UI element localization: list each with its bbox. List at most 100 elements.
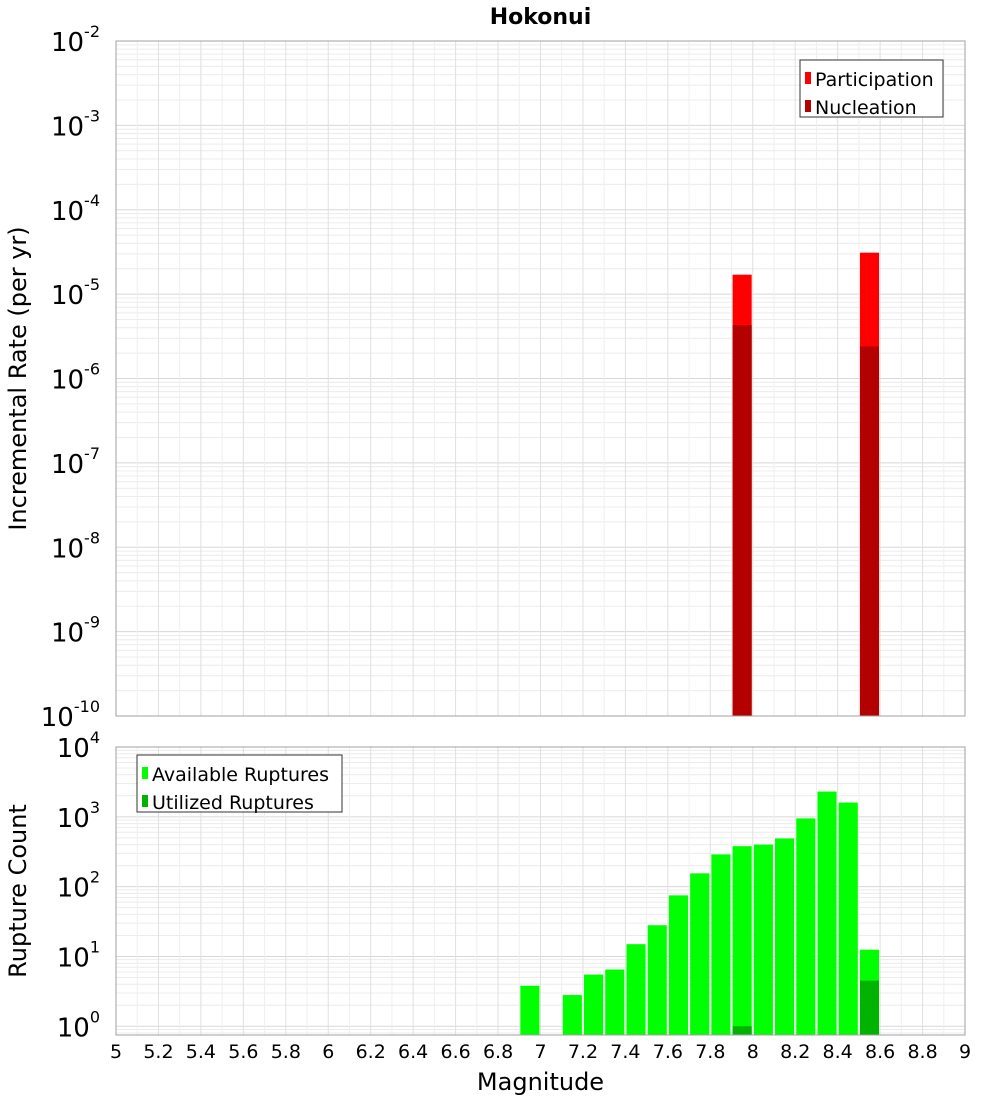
y-tick-exponent: 2 (90, 868, 100, 887)
y-tick-exponent: -9 (84, 613, 100, 632)
legend-box (799, 59, 944, 118)
bar-primary (775, 838, 795, 1035)
y-tick-exponent: -8 (84, 528, 100, 547)
y-tick-exponent: -2 (84, 22, 100, 41)
bar-primary (520, 985, 540, 1035)
y-axis-label: Rupture Count (4, 804, 32, 978)
x-axis-label: Magnitude (477, 1068, 604, 1096)
x-tick-label: 9 (959, 1041, 971, 1063)
legend: Participation Nucleation (799, 59, 944, 119)
x-tick-label: 8.2 (780, 1041, 810, 1063)
bars (732, 252, 880, 716)
y-tick-base: 10 (57, 943, 90, 973)
grid-lines (115, 41, 966, 717)
x-tick-label: 6.6 (440, 1041, 470, 1063)
y-tick-label: 10-2 (51, 22, 100, 58)
y-tick-label: 10-8 (51, 528, 100, 564)
bars (520, 791, 880, 1035)
y-tick-exponent: -10 (74, 697, 100, 716)
bar-primary (626, 944, 646, 1035)
bar-primary (838, 802, 858, 1035)
y-tick-base: 10 (57, 1013, 90, 1043)
y-tick-label: 104 (57, 728, 100, 764)
chart-title: Hokonui (490, 5, 592, 30)
bar-primary (732, 846, 752, 1035)
legend-entry: Utilized Ruptures (152, 792, 314, 814)
bar-secondary (732, 1026, 752, 1035)
x-tick-label: 8 (747, 1041, 759, 1063)
y-tick-base: 10 (51, 281, 84, 311)
legend-swatch (805, 100, 811, 112)
x-tick-label: 7.6 (653, 1041, 683, 1063)
y-tick-label: 10-3 (51, 106, 100, 142)
y-tick-label: 10-4 (51, 191, 100, 227)
legend-swatch (805, 72, 811, 84)
x-tick-label: 5.6 (228, 1041, 258, 1063)
legend-entry: Nucleation (815, 97, 917, 119)
x-tick-label: 5 (110, 1041, 122, 1063)
bar-primary (796, 818, 816, 1035)
x-tick-label: 5.8 (271, 1041, 301, 1063)
y-tick-label: 10-7 (51, 444, 100, 480)
y-tick-base: 10 (51, 366, 84, 396)
y-tick-exponent: 4 (90, 728, 100, 747)
y-tick-exponent: -3 (84, 106, 100, 125)
y-tick-base: 10 (51, 450, 84, 480)
plot-frame (115, 746, 966, 1036)
y-tick-base: 10 (57, 734, 90, 764)
y-tick-base: 10 (51, 112, 84, 142)
legend-box (136, 754, 343, 813)
y-tick-exponent: 3 (90, 798, 100, 817)
x-tick-label: 6.8 (483, 1041, 513, 1063)
y-tick-label: 10-9 (51, 613, 100, 649)
x-tick-label: 8.4 (823, 1041, 853, 1063)
y-tick-exponent: 1 (90, 937, 100, 956)
y-axis-label: Incremental Rate (per yr) (4, 226, 32, 530)
y-tick-exponent: 0 (90, 1007, 100, 1026)
rate-chart: 10-210-310-410-510-610-710-810-910-10Hok… (4, 5, 966, 733)
bar-primary (690, 873, 710, 1035)
y-tick-base: 10 (51, 28, 84, 58)
x-tick-label: 6.4 (398, 1041, 428, 1063)
bar-secondary (732, 325, 752, 716)
y-tick-base: 10 (51, 534, 84, 564)
bar-primary (753, 844, 773, 1035)
x-tick-label: 7.8 (695, 1041, 725, 1063)
y-tick-label: 10-10 (41, 697, 100, 733)
y-tick-base: 10 (57, 804, 90, 834)
y-tick-base: 10 (57, 874, 90, 904)
bar-primary (647, 925, 667, 1035)
x-tick-label: 5.4 (186, 1041, 216, 1063)
x-tick-label: 5.2 (143, 1041, 173, 1063)
plot-frame (115, 40, 966, 717)
legend-entry: Participation (815, 69, 934, 91)
y-tick-base: 10 (51, 197, 84, 227)
legend-swatch (142, 795, 148, 807)
bar-primary (605, 969, 625, 1035)
y-tick-exponent: -7 (84, 444, 100, 463)
x-tick-label: 6.2 (356, 1041, 386, 1063)
bar-secondary (859, 346, 880, 716)
y-tick-label: 101 (57, 937, 100, 973)
x-tick-label: 7.2 (568, 1041, 598, 1063)
x-tick-label: 6 (322, 1041, 334, 1063)
x-tick-label: 8.6 (865, 1041, 895, 1063)
y-tick-exponent: -6 (84, 360, 100, 379)
bar-primary (668, 895, 689, 1035)
y-tick-base: 10 (41, 703, 74, 733)
x-tick-label: 8.8 (907, 1041, 937, 1063)
legend: Available Ruptures Utilized Ruptures (136, 754, 343, 814)
y-tick-label: 10-5 (51, 275, 100, 311)
y-tick-label: 103 (57, 798, 100, 834)
x-tick-label: 7 (534, 1041, 546, 1063)
bar-secondary (859, 980, 880, 1035)
legend-swatch (142, 767, 148, 779)
y-tick-label: 100 (57, 1007, 100, 1043)
y-tick-label: 102 (57, 868, 100, 904)
y-tick-exponent: -4 (84, 191, 100, 210)
bar-primary (562, 995, 582, 1035)
y-tick-base: 10 (51, 619, 84, 649)
